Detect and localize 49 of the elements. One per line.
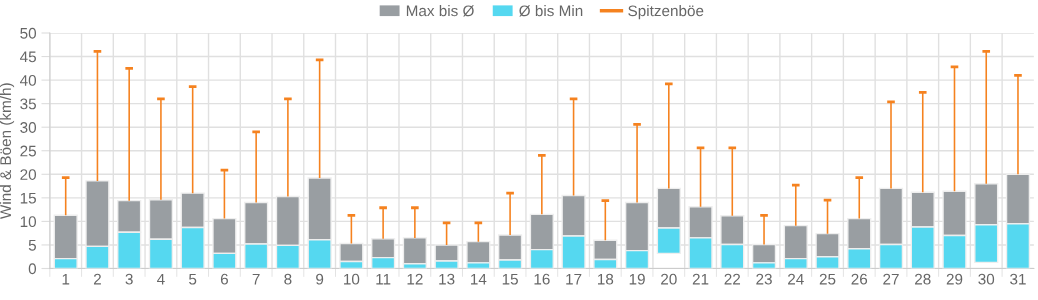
- y-tick-label: 5: [28, 239, 36, 251]
- x-tick-label: 9: [316, 273, 324, 285]
- x-tick-label: 19: [629, 273, 645, 285]
- bar: [466, 240, 491, 264]
- x-tick-label: 31: [1010, 273, 1026, 285]
- x-tick-label: 15: [502, 273, 518, 285]
- y-tick-label: 0: [28, 263, 37, 275]
- y-tick-label: 45: [19, 51, 36, 63]
- y-tick-label: 40: [19, 74, 37, 86]
- x-tick-label: 2: [93, 273, 101, 285]
- x-tick-label: 11: [376, 273, 391, 285]
- y-tick-label: 20: [20, 169, 37, 180]
- legend-label: Max bis Ø: [406, 5, 474, 17]
- x-tick-label: 13: [439, 273, 455, 285]
- y-tick-label: 35: [20, 98, 36, 110]
- x-tick-label: 28: [915, 273, 931, 285]
- y-tick-label: 30: [20, 122, 37, 133]
- x-tick-label: 22: [724, 273, 741, 285]
- y-axis-title: Wind & Böen (km/h): [0, 83, 15, 220]
- x-tick-label: 5: [189, 273, 197, 285]
- x-tick-label: 26: [851, 273, 868, 285]
- x-tick-label: 29: [946, 273, 963, 285]
- x-tick-label: 25: [819, 273, 836, 285]
- bar: [402, 237, 427, 265]
- x-tick-label: 14: [471, 273, 487, 285]
- legend-label: Ø bis Min: [519, 5, 583, 17]
- x-tick-label: 1: [62, 273, 70, 285]
- x-tick-label: 18: [597, 273, 614, 285]
- x-tick-label: 27: [883, 273, 899, 285]
- y-tick-label: 50: [20, 27, 37, 39]
- y-tick-label: 25: [20, 145, 36, 157]
- y-tick-label: 15: [20, 192, 36, 204]
- legend-label: Spitzenböe: [628, 5, 704, 20]
- x-tick-label: 20: [661, 273, 677, 285]
- bar: [751, 243, 777, 264]
- x-tick-label: 16: [534, 273, 550, 285]
- x-tick-label: 3: [125, 273, 133, 285]
- x-tick-label: 10: [344, 273, 360, 285]
- x-tick-label: 30: [978, 273, 995, 285]
- x-tick-label: 17: [566, 273, 582, 285]
- x-tick-label: 23: [756, 273, 772, 285]
- x-tick-label: 4: [157, 273, 165, 285]
- x-tick-label: 8: [284, 273, 292, 285]
- x-tick-label: 21: [692, 273, 709, 285]
- x-tick-label: 12: [407, 273, 423, 285]
- x-tick-label: 24: [788, 273, 804, 285]
- x-tick-label: 6: [220, 273, 228, 285]
- x-tick-label: 7: [252, 273, 260, 285]
- y-tick-label: 10: [20, 216, 37, 228]
